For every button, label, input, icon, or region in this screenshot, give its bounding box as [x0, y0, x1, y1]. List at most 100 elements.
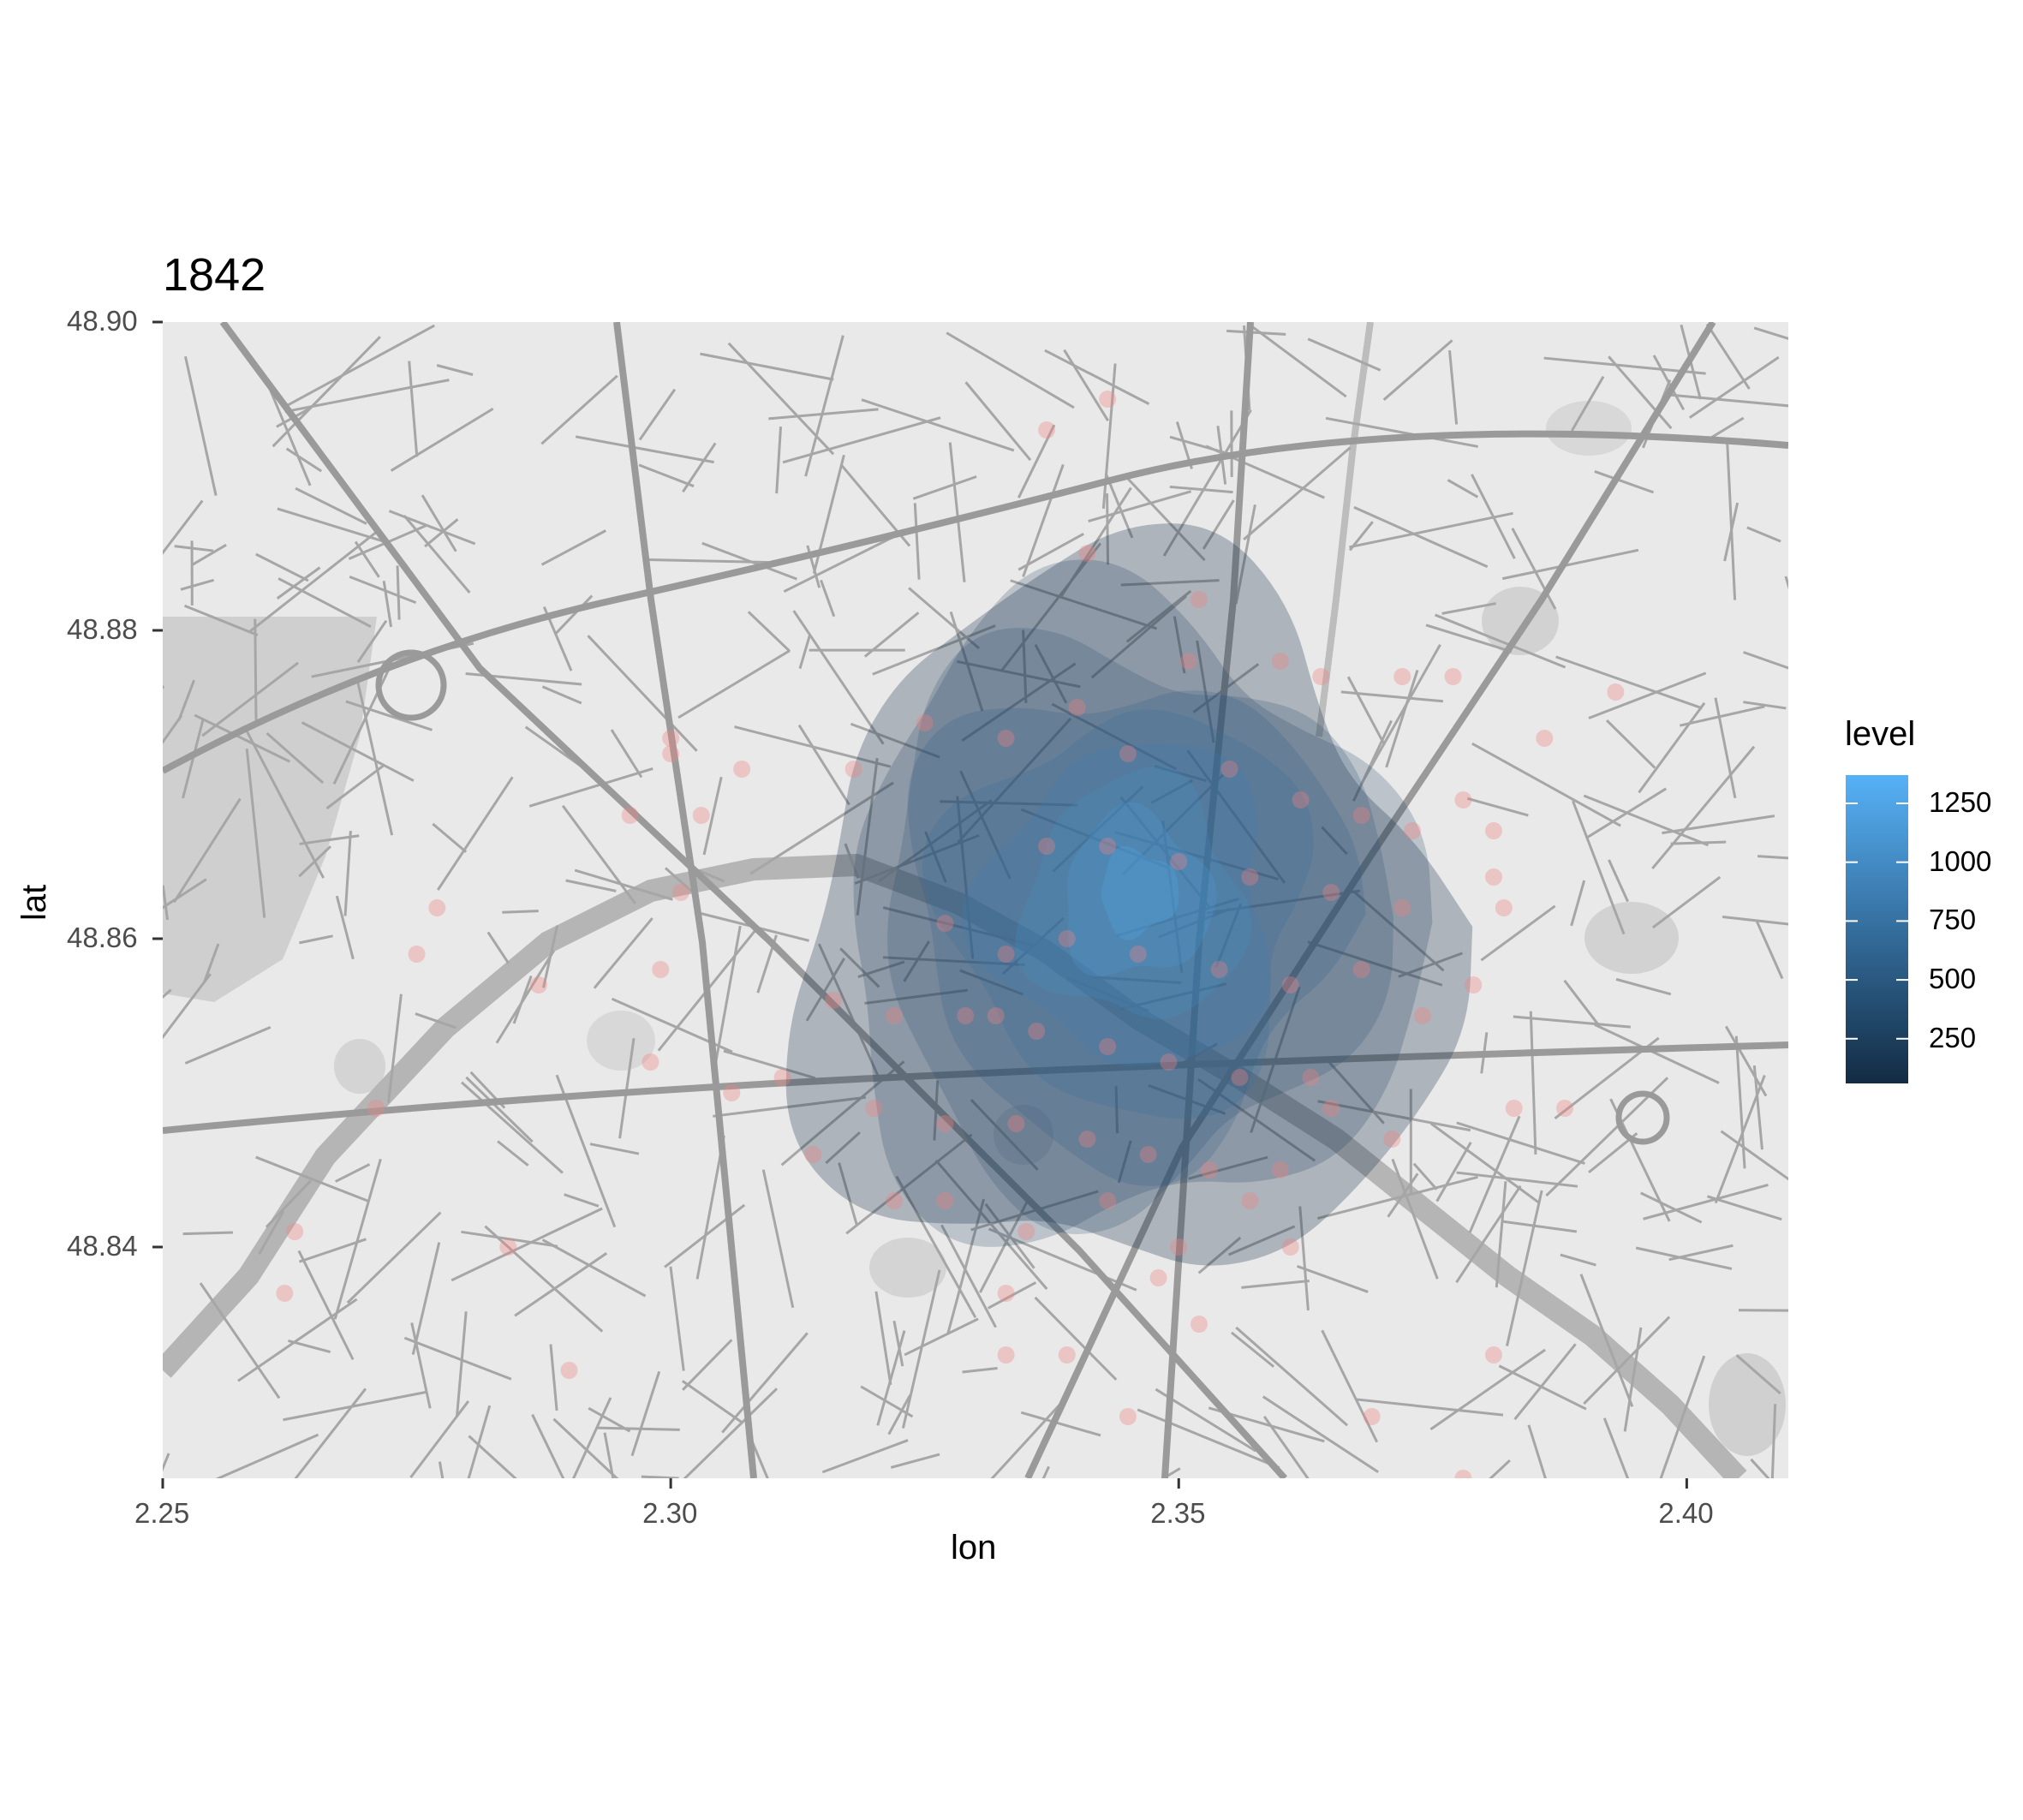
density-contour-5: [922, 709, 1314, 1119]
data-point: [1210, 961, 1228, 978]
y-tick-label: 48.84: [67, 1230, 138, 1262]
data-point: [844, 761, 862, 778]
data-point: [1352, 807, 1370, 824]
chart-title: 1842: [163, 249, 266, 301]
data-point: [1078, 1131, 1096, 1148]
data-point: [671, 884, 689, 901]
data-point: [1322, 1100, 1340, 1117]
data-point: [286, 1223, 304, 1240]
data-point: [1068, 699, 1086, 716]
data-point: [997, 730, 1015, 747]
data-point: [1190, 1316, 1208, 1333]
data-point: [1454, 1470, 1472, 1478]
street-network: [163, 323, 1788, 1478]
data-point: [642, 1053, 659, 1071]
data-point: [865, 1100, 883, 1117]
data-point: [652, 961, 670, 978]
data-point: [1556, 1100, 1574, 1117]
data-point: [1322, 884, 1340, 901]
x-axis-title: lon: [951, 1529, 997, 1566]
x-tick-label: 2.35: [1150, 1497, 1206, 1529]
data-point: [367, 1100, 385, 1117]
data-point: [1180, 653, 1198, 670]
data-point: [1149, 1269, 1167, 1286]
density-contour-8: [1067, 802, 1218, 977]
data-point: [1241, 868, 1259, 886]
density-contour-2: [853, 559, 1433, 1247]
data-point: [723, 1084, 741, 1101]
density-contour-9: [1101, 845, 1179, 940]
legend-label: 500: [1929, 963, 1977, 995]
y-tick-label: 48.88: [67, 613, 138, 645]
data-point: [1007, 1115, 1025, 1132]
data-point: [1220, 761, 1238, 778]
x-tick-label: 2.25: [134, 1497, 190, 1529]
data-point: [1119, 1408, 1137, 1425]
data-point: [936, 1192, 954, 1209]
data-point: [1170, 853, 1188, 870]
legend-label: 1250: [1929, 785, 1992, 818]
data-point: [1413, 1007, 1431, 1024]
data-point: [936, 1115, 954, 1132]
data-point: [1231, 1069, 1249, 1086]
y-axis-title: lat: [15, 884, 53, 921]
data-point: [1058, 1346, 1076, 1364]
x-tick-label: 2.30: [642, 1497, 698, 1529]
data-point: [997, 946, 1015, 963]
data-point: [1017, 1223, 1035, 1240]
data-point: [1312, 668, 1330, 685]
observation-points: [276, 391, 1625, 1478]
x-tick-label: 2.40: [1658, 1497, 1714, 1529]
data-point: [1484, 868, 1502, 886]
legend-label: 250: [1929, 1021, 1977, 1053]
data-point: [1404, 822, 1422, 839]
data-point: [1484, 822, 1502, 839]
data-point: [1078, 545, 1096, 562]
data-point: [886, 1192, 904, 1209]
data-point: [997, 1285, 1015, 1302]
data-point: [1465, 976, 1483, 994]
data-point: [621, 807, 639, 824]
data-point: [1393, 899, 1411, 916]
data-point: [1505, 1100, 1523, 1117]
legend-colorbar: [1846, 775, 1908, 1083]
data-point: [1099, 1192, 1117, 1209]
density-contour-6: [961, 744, 1272, 1067]
data-point: [1099, 391, 1117, 408]
y-tick-label: 48.86: [67, 922, 138, 953]
density-contour-3: [887, 628, 1393, 1234]
data-point: [499, 1238, 517, 1256]
data-point: [1352, 961, 1370, 978]
data-point: [1484, 1346, 1502, 1364]
data-point: [662, 745, 680, 762]
data-point: [1241, 1192, 1259, 1209]
legend-label: 1000: [1929, 844, 1992, 877]
data-point: [1038, 421, 1056, 439]
legend-label: 750: [1929, 904, 1977, 936]
data-point: [1383, 1131, 1401, 1148]
data-point: [1200, 1161, 1218, 1179]
data-point: [560, 1362, 578, 1379]
data-point: [1454, 791, 1472, 809]
data-point: [692, 807, 710, 824]
data-point: [987, 1007, 1005, 1024]
data-point: [1038, 838, 1056, 855]
data-point: [804, 1146, 822, 1163]
data-point: [1393, 668, 1411, 685]
data-point: [529, 976, 547, 994]
data-point: [1271, 1161, 1289, 1179]
data-point: [1028, 1023, 1046, 1040]
data-point: [1139, 1146, 1157, 1163]
y-tick-label: 48.90: [67, 305, 138, 337]
data-point: [1099, 838, 1117, 855]
data-point: [733, 761, 751, 778]
data-point: [1292, 791, 1310, 809]
density-contour-4: [907, 690, 1366, 1186]
data-point: [1302, 1069, 1320, 1086]
data-point: [428, 899, 446, 916]
data-point: [1281, 976, 1299, 994]
data-point: [1119, 745, 1137, 762]
basemap: [163, 322, 1788, 1478]
data-point: [997, 1346, 1015, 1364]
